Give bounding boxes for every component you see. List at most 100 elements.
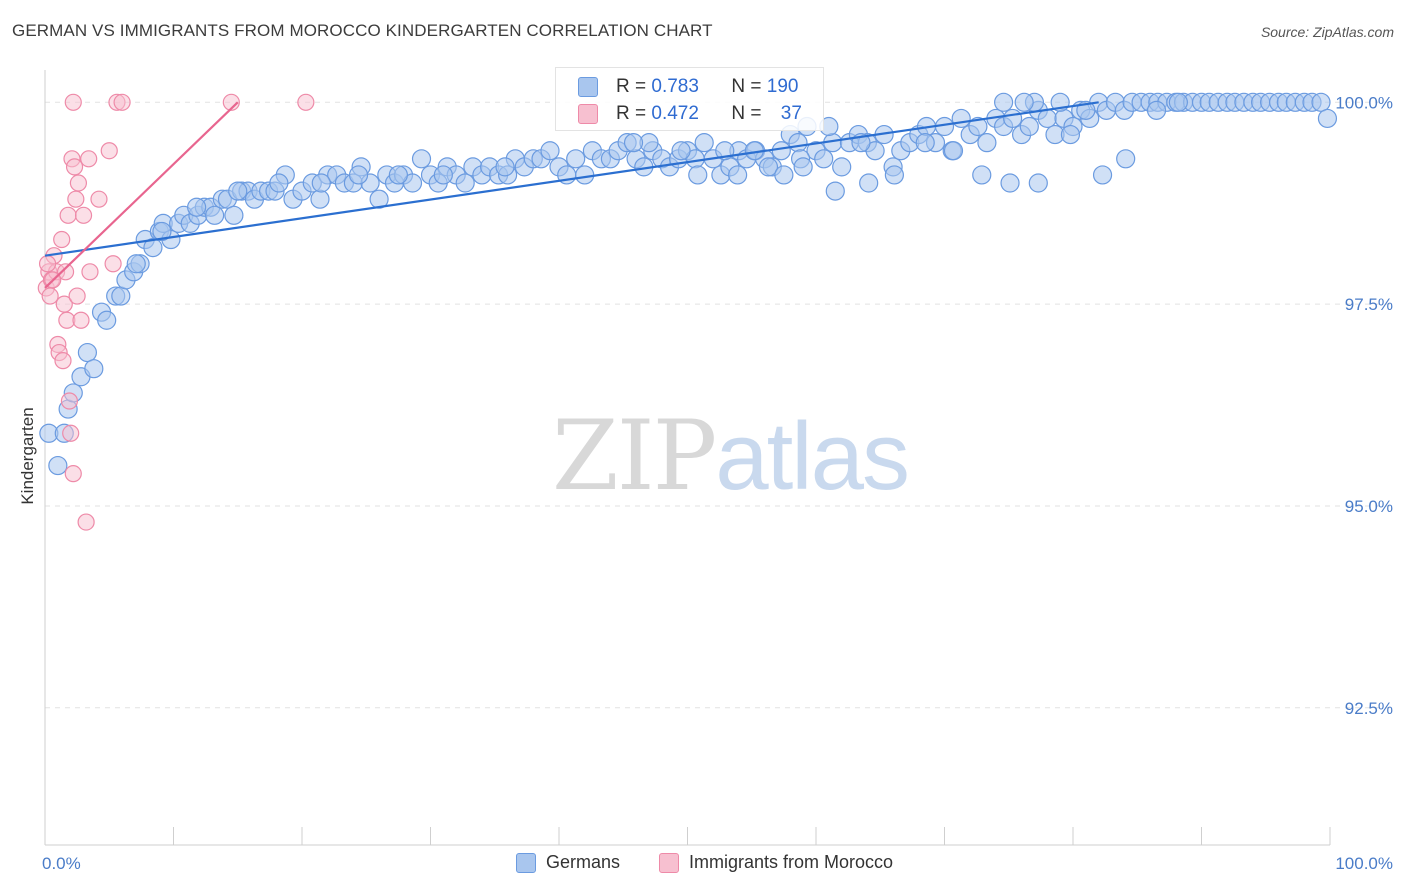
- germans-point: [884, 165, 904, 185]
- morocco-point: [104, 255, 122, 273]
- germans-point: [1028, 173, 1048, 193]
- y-tick-label: 95.0%: [1345, 497, 1393, 516]
- germans-point: [994, 92, 1014, 112]
- morocco-point: [38, 255, 57, 273]
- r-label: R =: [616, 76, 647, 97]
- watermark-zip: ZIP: [552, 400, 717, 512]
- germans-point: [671, 141, 691, 161]
- x-tick-label-start: 0.0%: [42, 854, 81, 873]
- morocco-point: [297, 93, 315, 111]
- y-axis-title: Kindergarten: [18, 407, 37, 504]
- n-label: N =: [731, 103, 762, 124]
- x-tick-labels: 0.0% 100.0%: [42, 854, 1393, 873]
- germans-point: [1019, 116, 1039, 137]
- germans-point: [1317, 108, 1338, 129]
- r-value-germans: 0.783: [651, 76, 699, 97]
- x-ticks: [44, 827, 1331, 845]
- morocco-point: [100, 142, 118, 160]
- morocco-point: [67, 190, 85, 208]
- germans-swatch: [578, 77, 598, 97]
- germans-point: [540, 141, 560, 161]
- germans-point: [623, 133, 644, 153]
- germans-point: [205, 205, 225, 225]
- germans-point: [977, 133, 997, 153]
- germans-trend-line: [44, 101, 1099, 257]
- legend-label-germans: Germans: [546, 852, 621, 872]
- germans-point: [788, 133, 808, 153]
- germans-point: [1311, 92, 1331, 112]
- morocco-point: [64, 93, 82, 111]
- germans-point: [388, 165, 408, 185]
- morocco-point: [74, 206, 93, 224]
- y-tick-labels: 92.5% 95.0% 97.5% 100.0%: [1335, 93, 1393, 717]
- germans-point: [688, 165, 708, 185]
- morocco-point: [69, 174, 88, 192]
- morocco-point: [64, 465, 82, 483]
- germans-point: [1037, 108, 1057, 129]
- watermark: ZIPatlas: [552, 400, 910, 512]
- morocco-point: [222, 93, 240, 111]
- germans-point: [369, 189, 389, 209]
- germans-point: [694, 133, 714, 153]
- morocco-point: [68, 287, 86, 305]
- source-credit: Source: ZipAtlas.com: [1260, 24, 1394, 40]
- germans-point: [1014, 92, 1034, 112]
- watermark-atlas: atlas: [715, 403, 910, 510]
- legend-item-germans[interactable]: Germans: [516, 852, 620, 873]
- germans-point: [859, 173, 879, 193]
- germans-point: [495, 157, 515, 177]
- morocco-points: [37, 93, 315, 531]
- germans-point: [728, 165, 748, 185]
- germans-point: [152, 221, 172, 242]
- morocco-trend-line: [44, 101, 239, 289]
- germans-point: [348, 165, 369, 185]
- germans-point: [793, 157, 813, 177]
- stats-row-morocco: R = 0.472 N = 37: [578, 101, 802, 127]
- germans-point: [48, 455, 68, 476]
- morocco-point: [65, 158, 84, 176]
- legend-item-morocco[interactable]: Immigrants from Morocco: [659, 852, 893, 873]
- morocco-point: [113, 93, 131, 111]
- chart-title: GERMAN VS IMMIGRANTS FROM MOROCCO KINDER…: [12, 21, 713, 40]
- morocco-point: [54, 352, 72, 370]
- morocco-point: [59, 206, 77, 224]
- germans-point: [1003, 108, 1023, 129]
- n-value-germans: 190: [766, 76, 799, 97]
- germans-point: [143, 238, 163, 258]
- legend-label-morocco: Immigrants from Morocco: [689, 852, 894, 872]
- x-tick-label-end: 100.0%: [1335, 854, 1393, 873]
- y-tick-label: 100.0%: [1335, 93, 1393, 112]
- germans-point: [943, 141, 964, 161]
- morocco-legend-swatch: [659, 852, 679, 873]
- stats-legend: R = 0.783 N = 190 R = 0.472 N = 37: [555, 67, 824, 131]
- germans-point: [111, 286, 131, 306]
- germans-point: [968, 116, 988, 137]
- germans-point: [825, 181, 845, 201]
- germans-point: [1060, 124, 1081, 145]
- germans-point: [1116, 149, 1136, 169]
- germans-point: [228, 181, 248, 201]
- morocco-point: [77, 513, 95, 531]
- morocco-swatch: [578, 104, 598, 124]
- morocco-point: [60, 392, 79, 410]
- morocco-point: [90, 190, 108, 208]
- germans-point: [915, 133, 935, 153]
- germans-point: [455, 173, 475, 193]
- n-value-morocco: 37: [780, 103, 802, 124]
- y-tick-label: 97.5%: [1345, 295, 1393, 314]
- morocco-point: [56, 263, 75, 281]
- morocco-point: [80, 150, 98, 168]
- morocco-point: [81, 263, 99, 281]
- germans-point: [411, 149, 432, 169]
- germans-point: [311, 173, 331, 193]
- morocco-point: [41, 287, 59, 305]
- germans-point: [1146, 100, 1167, 120]
- germans-point: [1000, 173, 1020, 193]
- germans-point: [1092, 165, 1113, 185]
- germans-point: [77, 342, 98, 363]
- morocco-point: [53, 230, 71, 249]
- y-tick-label: 92.5%: [1345, 699, 1393, 718]
- germans-point: [814, 149, 834, 169]
- morocco-point: [72, 311, 90, 329]
- germans-point: [972, 165, 992, 185]
